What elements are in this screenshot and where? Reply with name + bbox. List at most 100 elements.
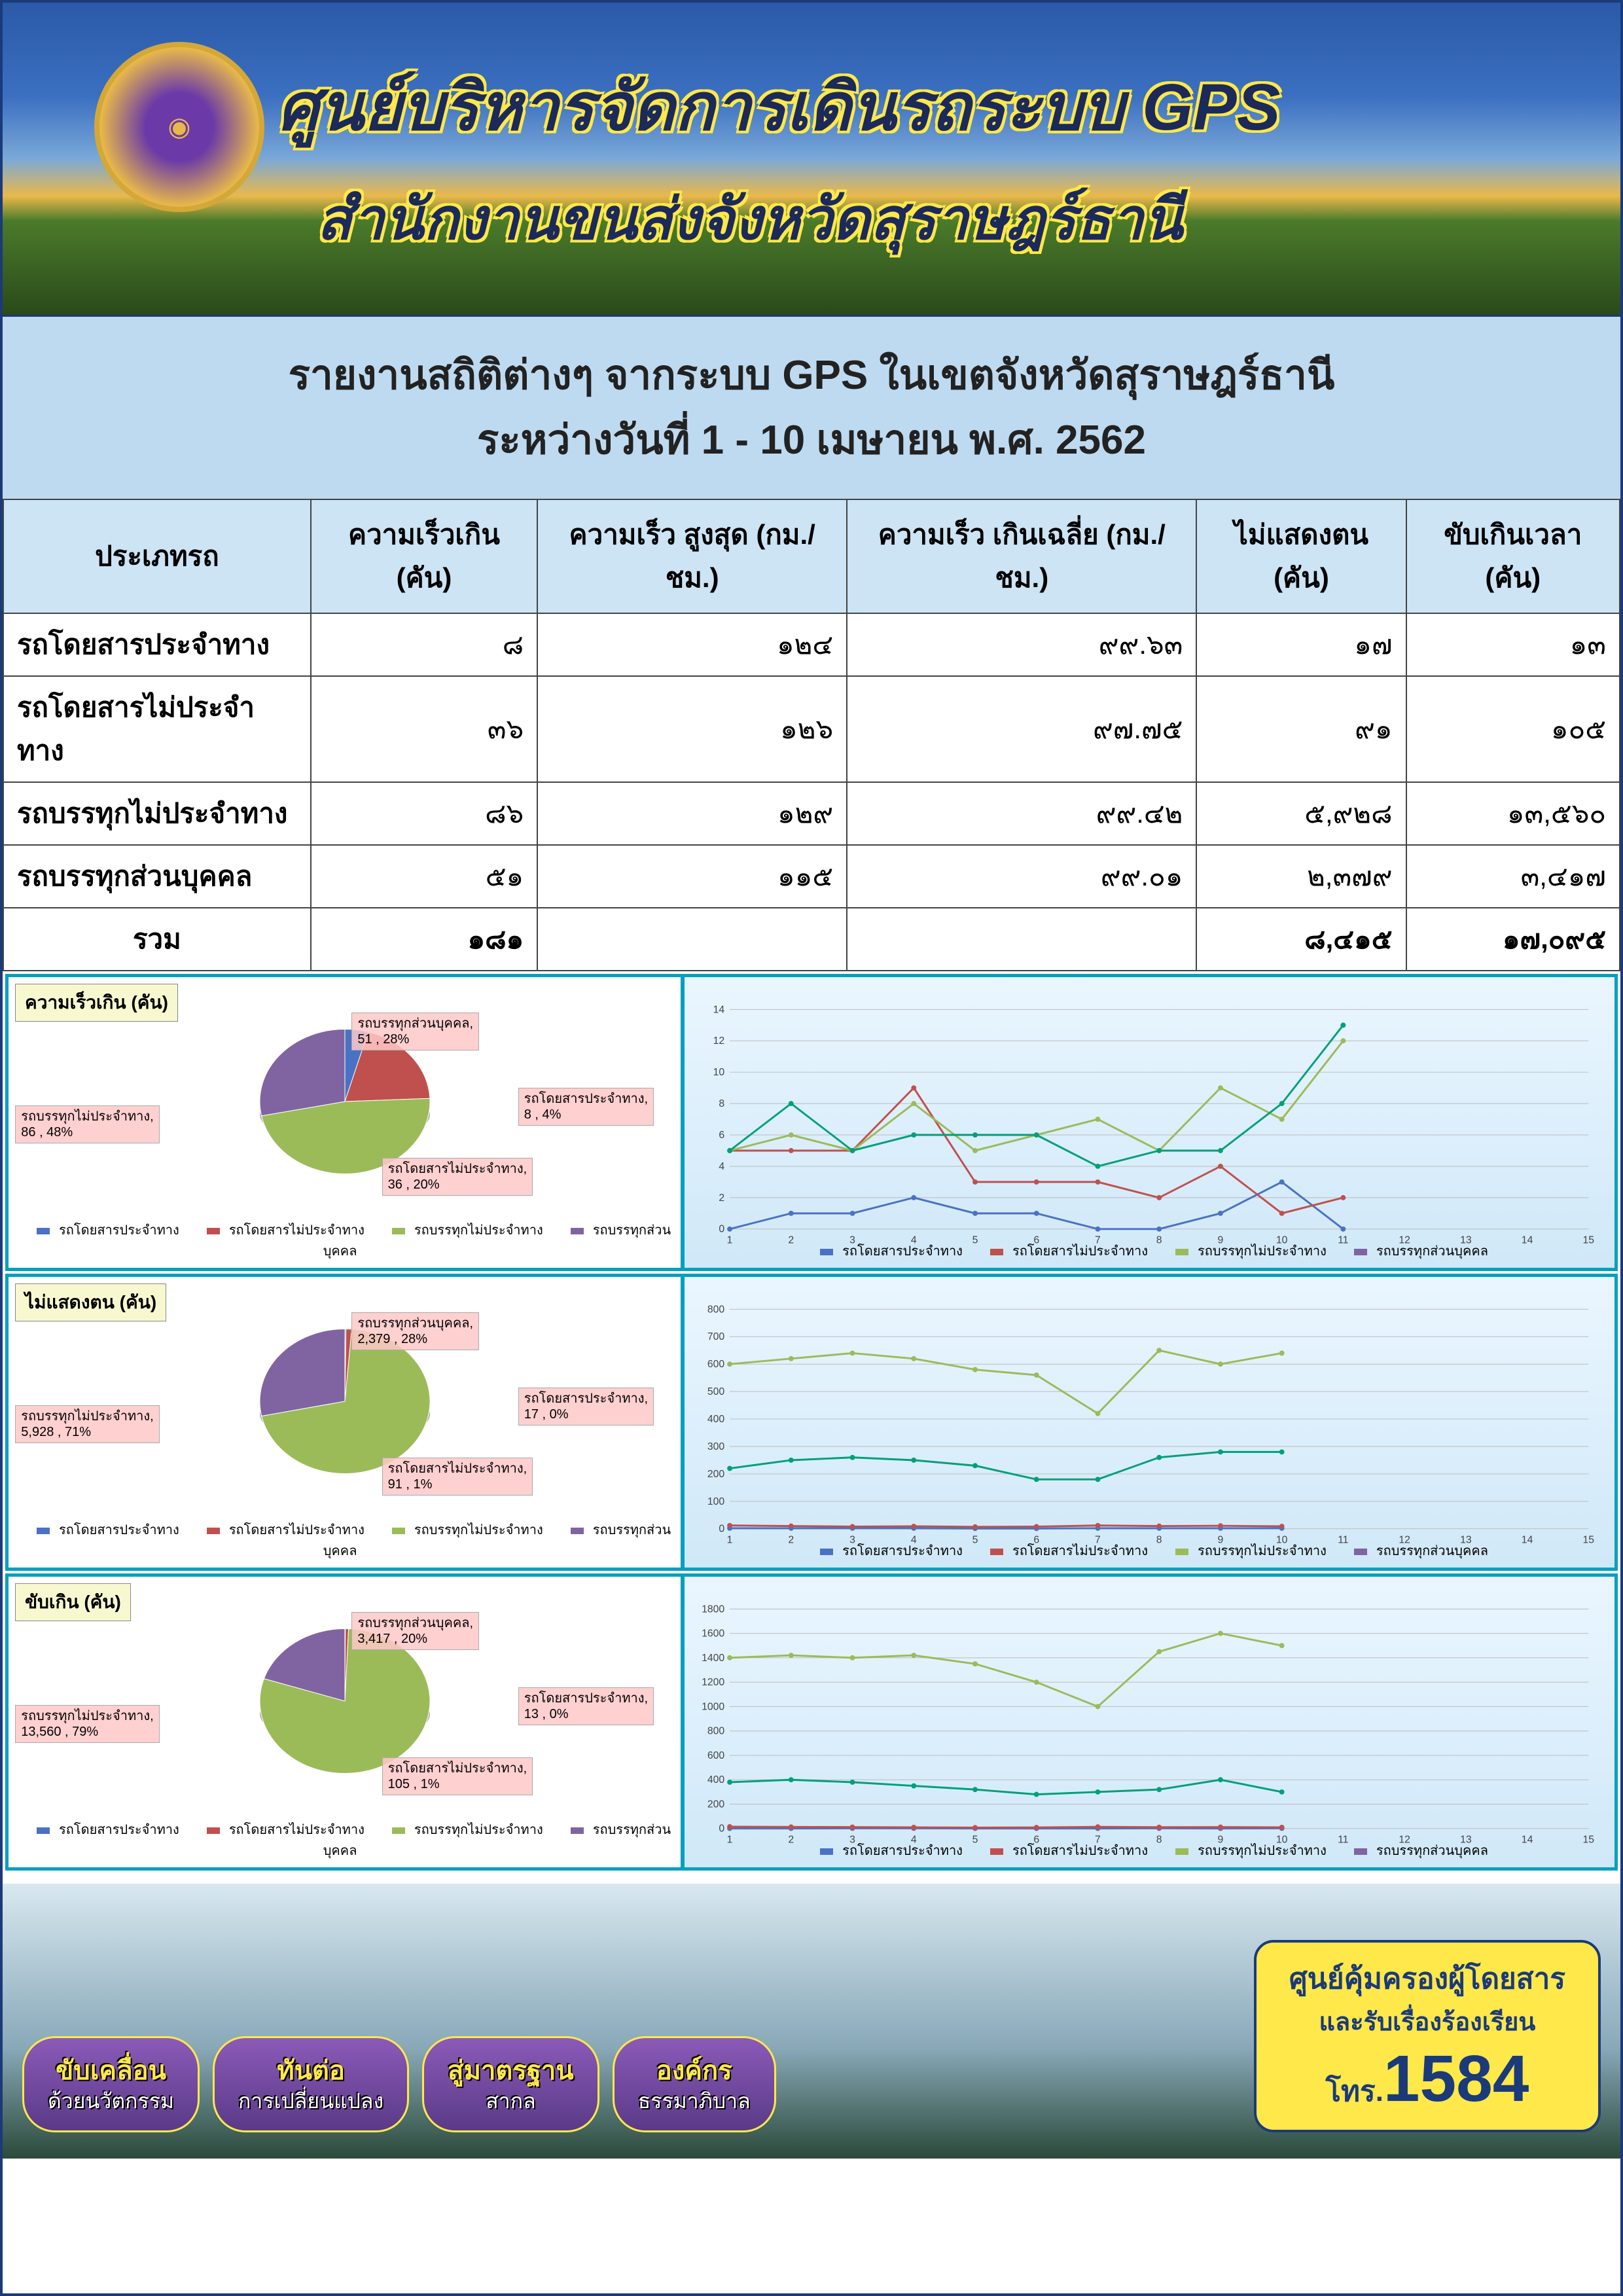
- table-cell: ๙๙.๔๒: [847, 782, 1196, 845]
- header-banner: ◉ ศูนย์บริหารจัดการเดินรถระบบ GPS สำนักง…: [3, 3, 1620, 317]
- svg-text:0: 0: [719, 1823, 725, 1835]
- svg-text:4: 4: [719, 1161, 725, 1172]
- chart-row: ขับเกิน (คัน) รถโดยสารประจำทางรถโดยสารไม่…: [5, 1573, 1618, 1871]
- svg-text:800: 800: [707, 1304, 725, 1316]
- svg-text:800: 800: [707, 1726, 725, 1737]
- pie-slice-label: รถบรรทุกไม่ประจำทาง,5,928 , 71%: [15, 1405, 159, 1443]
- table-cell: ๙๙.๐๑: [847, 845, 1196, 908]
- svg-text:8: 8: [719, 1098, 725, 1109]
- pie-slice-label: รถโดยสารประจำทาง,8 , 4%: [518, 1088, 654, 1126]
- chart-legend: รถโดยสารประจำทางรถโดยสารไม่ประจำทางรถบรร…: [9, 1519, 681, 1561]
- footer-pill: สู่มาตรฐานสากล: [422, 2036, 599, 2133]
- table-total-row: รวม๑๘๑๘,๔๑๕๑๗,๐๙๕: [3, 908, 1620, 971]
- table-body: รถโดยสารประจำทาง๘๑๒๔๙๙.๖๓๑๗๑๓รถโดยสารไม่…: [3, 613, 1620, 971]
- total-label: รวม: [3, 908, 311, 971]
- svg-text:12: 12: [713, 1036, 725, 1047]
- svg-text:1000: 1000: [702, 1702, 724, 1713]
- chart-legend: รถโดยสารประจำทางรถโดยสารไม่ประจำทางรถบรร…: [685, 1540, 1614, 1561]
- svg-text:10: 10: [713, 1067, 725, 1078]
- svg-text:200: 200: [707, 1799, 725, 1810]
- chart-row: ไม่แสดงตน (คัน) รถโดยสารประจำทางรถโดยสารไ…: [5, 1274, 1618, 1571]
- chart-title: ขับเกิน (คัน): [15, 1583, 131, 1621]
- table-cell: ๑๘๑: [311, 908, 537, 971]
- line-chart: 0200400600800100012001400160018001234567…: [683, 1575, 1616, 1869]
- footer: ขับเคลื่อนด้วยนวัตกรรมทันต่อการเปลี่ยนแป…: [3, 1884, 1620, 2159]
- pie-slice-label: รถบรรทุกส่วนบุคคล,2,379 , 28%: [351, 1312, 479, 1350]
- row-label: รถบรรทุกไม่ประจำทาง: [3, 782, 311, 845]
- svg-text:400: 400: [707, 1414, 725, 1425]
- chart-row: ความเร็วเกิน (คัน) รถโดยสารประจำทางรถโดยส…: [5, 974, 1618, 1271]
- row-label: รถโดยสารประจำทาง: [3, 613, 311, 676]
- svg-text:1800: 1800: [702, 1604, 724, 1615]
- svg-text:0: 0: [719, 1224, 725, 1235]
- header-subtitle: สำนักงานขนส่งจังหวัดสุราษฎร์ธานี: [317, 173, 1581, 264]
- chart-legend: รถโดยสารประจำทางรถโดยสารไม่ประจำทางรถบรร…: [9, 1819, 681, 1861]
- pie-slice-label: รถบรรทุกส่วนบุคคล,3,417 , 20%: [351, 1612, 479, 1650]
- chart-title: ไม่แสดงตน (คัน): [15, 1283, 166, 1321]
- svg-text:700: 700: [707, 1332, 725, 1343]
- footer-pill: ขับเคลื่อนด้วยนวัตกรรม: [22, 2036, 200, 2133]
- pie-chart: ความเร็วเกิน (คัน) รถโดยสารประจำทางรถโดยส…: [7, 975, 683, 1270]
- table-cell: ๙๙.๖๓: [847, 613, 1196, 676]
- table-cell: ๘: [311, 613, 537, 676]
- table-col-header: ขับเกินเวลา (คัน): [1406, 499, 1620, 613]
- agency-logo: ◉: [94, 42, 264, 212]
- pie-slice-label: รถบรรทุกไม่ประจำทาง,13,560 , 79%: [15, 1705, 159, 1743]
- svg-text:1600: 1600: [702, 1628, 724, 1640]
- line-chart: 02468101214123456789101112131415รถโดยสาร…: [683, 975, 1616, 1270]
- pie-slice-label: รถโดยสารประจำทาง,13 , 0%: [518, 1687, 654, 1725]
- table-cell: ๘๖: [311, 782, 537, 845]
- report-title: รายงานสถิติต่างๆ จากระบบ GPS ในเขตจังหวั…: [3, 317, 1620, 499]
- svg-text:2: 2: [719, 1193, 725, 1204]
- footer-pill: ทันต่อการเปลี่ยนแปลง: [213, 2036, 409, 2133]
- table-cell: [537, 908, 847, 971]
- table-row: รถโดยสารประจำทาง๘๑๒๔๙๙.๖๓๑๗๑๓: [3, 613, 1620, 676]
- line-chart: 0100200300400500600700800123456789101112…: [683, 1275, 1616, 1570]
- charts-section: ความเร็วเกิน (คัน) รถโดยสารประจำทางรถโดยส…: [3, 974, 1620, 1871]
- table-cell: ๙๗.๗๕: [847, 676, 1196, 782]
- table-cell: [847, 908, 1196, 971]
- chart-legend: รถโดยสารประจำทางรถโดยสารไม่ประจำทางรถบรร…: [685, 1240, 1614, 1261]
- svg-text:300: 300: [707, 1441, 725, 1452]
- table-cell: ๑๒๙: [537, 782, 847, 845]
- row-label: รถบรรทุกส่วนบุคคล: [3, 845, 311, 908]
- table-cell: ๑๑๕: [537, 845, 847, 908]
- table-row: รถบรรทุกไม่ประจำทาง๘๖๑๒๙๙๙.๔๒๕,๙๒๘๑๓,๕๖๐: [3, 782, 1620, 845]
- svg-text:1200: 1200: [702, 1677, 724, 1688]
- table-header-row: ประเภทรถความเร็วเกิน (คัน)ความเร็ว สูงสุ…: [3, 499, 1620, 613]
- svg-text:500: 500: [707, 1386, 725, 1397]
- chart-legend: รถโดยสารประจำทางรถโดยสารไม่ประจำทางรถบรร…: [9, 1219, 681, 1261]
- svg-text:0: 0: [719, 1524, 725, 1535]
- table-cell: ๓,๔๑๗: [1406, 845, 1620, 908]
- svg-text:6: 6: [719, 1130, 725, 1141]
- report-line1: รายงานสถิติต่างๆ จากระบบ GPS ในเขตจังหวั…: [42, 343, 1581, 408]
- table-cell: ๓๖: [311, 676, 537, 782]
- pie-slice-label: รถโดยสารไม่ประจำทาง,91 , 1%: [382, 1458, 533, 1496]
- table-cell: ๕๑: [311, 845, 537, 908]
- svg-text:200: 200: [707, 1469, 725, 1480]
- table-cell: ๑๓: [1406, 613, 1620, 676]
- pie-slice-label: รถโดยสารไม่ประจำทาง,105 , 1%: [382, 1757, 533, 1795]
- pie-slice-label: รถโดยสารประจำทาง,17 , 0%: [518, 1388, 654, 1426]
- table-cell: ๑๒๔: [537, 613, 847, 676]
- table-col-header: ไม่แสดงตน (คัน): [1196, 499, 1406, 613]
- svg-text:600: 600: [707, 1359, 725, 1371]
- report-line2: ระหว่างวันที่ 1 - 10 เมษายน พ.ศ. 2562: [42, 408, 1581, 473]
- pie-slice-label: รถโดยสารไม่ประจำทาง,36 , 20%: [382, 1158, 533, 1196]
- table-col-header: ความเร็ว สูงสุด (กม./ชม.): [537, 499, 847, 613]
- table-cell: ๑๓,๕๖๐: [1406, 782, 1620, 845]
- table-col-header: ความเร็วเกิน (คัน): [311, 499, 537, 613]
- svg-text:400: 400: [707, 1775, 725, 1786]
- table-row: รถโดยสารไม่ประจำทาง๓๖๑๒๖๙๗.๗๕๙๑๑๐๕: [3, 676, 1620, 782]
- table-cell: ๕,๙๒๘: [1196, 782, 1406, 845]
- table-cell: ๑๗,๐๙๕: [1406, 908, 1620, 971]
- table-row: รถบรรทุกส่วนบุคคล๕๑๑๑๕๙๙.๐๑๒,๓๗๙๓,๔๑๗: [3, 845, 1620, 908]
- chart-legend: รถโดยสารประจำทางรถโดยสารไม่ประจำทางรถบรร…: [685, 1840, 1614, 1861]
- table-cell: ๑๐๕: [1406, 676, 1620, 782]
- pie-chart: ขับเกิน (คัน) รถโดยสารประจำทางรถโดยสารไม่…: [7, 1575, 683, 1869]
- table-cell: ๑๒๖: [537, 676, 847, 782]
- chart-title: ความเร็วเกิน (คัน): [15, 984, 178, 1022]
- footer-contact: ศูนย์คุ้มครองผู้โดยสารและรับเรื่องร้องเร…: [1254, 1940, 1601, 2132]
- pie-slice-label: รถบรรทุกไม่ประจำทาง,86 , 48%: [15, 1105, 159, 1143]
- table-col-header: ความเร็ว เกินเฉลี่ย (กม./ชม.): [847, 499, 1196, 613]
